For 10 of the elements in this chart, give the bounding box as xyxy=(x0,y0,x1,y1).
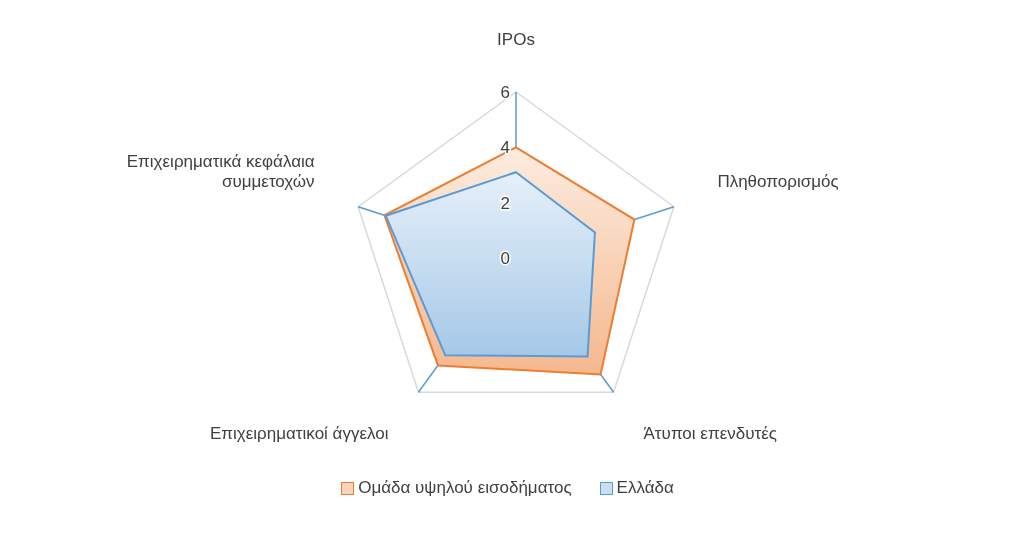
y-tick-label: 0 xyxy=(500,248,510,268)
y-tick-label: 2 xyxy=(500,193,510,213)
spoke-label: Άτυποι επενδυτές xyxy=(643,423,777,443)
spoke-label: Επιχειρηματικά κεφάλαια συμμετοχών xyxy=(126,152,315,192)
spoke-label: Επιχειρηματικοί άγγελοι xyxy=(209,423,389,443)
spoke-label: Πληθοπορισμός xyxy=(717,172,839,192)
y-tick-label: 6 xyxy=(500,82,510,102)
legend-label: Ομάδα υψηλού εισοδήματος xyxy=(358,478,572,498)
legend-label: Ελλάδα xyxy=(616,478,674,498)
spoke-label: IPOs xyxy=(497,29,535,49)
